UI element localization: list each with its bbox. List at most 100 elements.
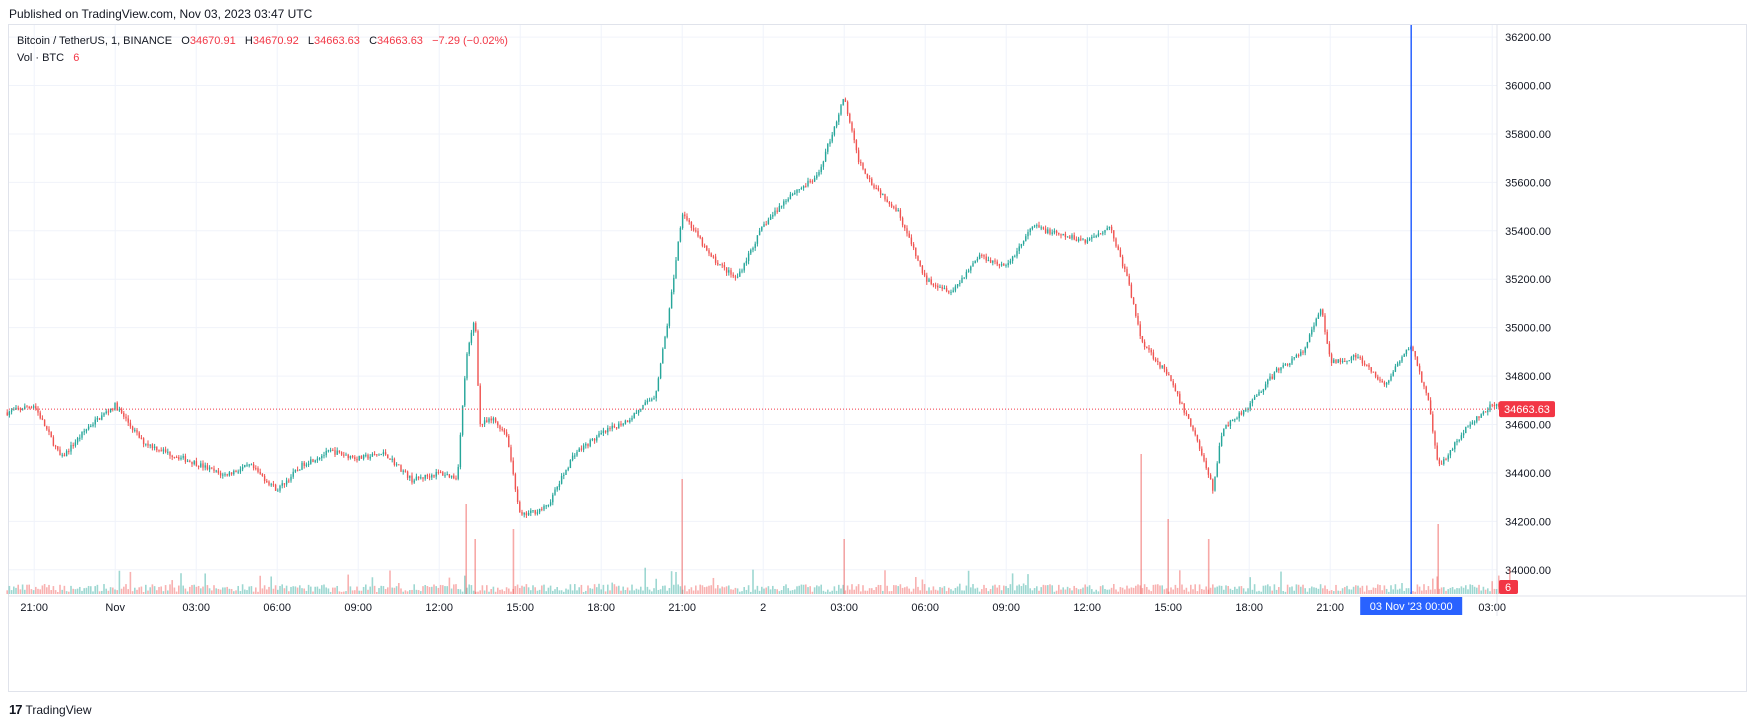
candle-body	[835, 121, 838, 127]
candle-body	[618, 423, 620, 429]
candle-body	[813, 178, 816, 182]
volume-bar	[312, 591, 314, 594]
candle-body	[824, 151, 827, 162]
candle-body	[288, 480, 290, 482]
volume-bar	[818, 586, 820, 594]
candle-body	[1348, 360, 1350, 362]
volume-bar	[653, 588, 655, 594]
candle-body	[890, 204, 893, 207]
candle-body	[1498, 403, 1500, 407]
volume-bar	[1236, 588, 1238, 594]
volume-bar	[899, 584, 902, 594]
volume-bar	[1137, 584, 1139, 594]
candle-body	[930, 279, 932, 284]
volume-label[interactable]: Vol · BTC	[17, 52, 65, 64]
candle-body	[356, 458, 358, 461]
x-tick-label: 09:00	[344, 602, 372, 614]
volume-bar	[1443, 587, 1445, 594]
volume-bar	[138, 587, 140, 594]
candle-body	[714, 256, 717, 263]
candle-body	[1286, 364, 1289, 366]
volume-bar	[807, 587, 809, 594]
volume-bar	[250, 586, 253, 594]
candle-body	[497, 422, 499, 426]
candle-body	[1267, 379, 1269, 385]
volume-bar	[688, 589, 690, 594]
candle-body	[1326, 332, 1328, 344]
candle-body	[241, 467, 244, 470]
volume-bar	[1179, 570, 1181, 594]
candle-body	[303, 462, 305, 466]
volume-bar	[387, 587, 389, 594]
volume-bar	[1183, 589, 1185, 594]
volume-bar	[1042, 584, 1045, 594]
volume-bar	[226, 586, 228, 594]
candle-body	[1350, 357, 1353, 361]
candle-body	[976, 258, 979, 261]
chart-frame[interactable]	[8, 24, 1747, 692]
volume-bar	[52, 586, 55, 594]
candle-body	[39, 412, 41, 419]
candle-body	[402, 470, 404, 472]
volume-bar	[1315, 587, 1317, 594]
volume-bar	[8, 585, 11, 594]
volume-bar	[787, 588, 789, 594]
volume-bar	[664, 585, 666, 594]
candle-body	[934, 285, 937, 287]
volume-bar	[536, 590, 539, 594]
candle-body	[1185, 412, 1188, 415]
candle-body	[395, 464, 398, 466]
candle-body	[1220, 435, 1223, 447]
volume-bar	[241, 584, 244, 594]
volume-bar	[105, 588, 107, 594]
volume-bar	[136, 589, 138, 594]
volume-bar	[186, 591, 189, 594]
candle-body	[167, 451, 169, 453]
candle-body	[637, 410, 640, 413]
volume-bar	[215, 588, 217, 594]
candle-body	[92, 424, 94, 426]
volume-bar	[382, 586, 385, 594]
candle-body	[1273, 372, 1276, 379]
candle-body	[1126, 268, 1128, 277]
tradingview-logo[interactable]: 17 TradingView	[9, 702, 92, 717]
volume-bar	[534, 587, 536, 594]
candle-body	[219, 473, 222, 476]
candle-body	[1086, 239, 1089, 243]
volume-bar	[358, 590, 360, 594]
volume-bar	[1084, 584, 1086, 594]
candle-body	[1014, 256, 1016, 258]
candle-body	[1465, 426, 1467, 434]
candle-body	[1205, 460, 1207, 469]
candle-body	[1260, 391, 1262, 393]
x-tick-label: 03:00	[830, 602, 858, 614]
candle-body	[1146, 347, 1148, 349]
volume-bar	[1064, 589, 1067, 594]
volume-bar	[305, 590, 308, 594]
candle-body	[312, 459, 314, 462]
candle-body	[1487, 410, 1489, 413]
volume-bar	[666, 590, 668, 594]
candle-body	[1225, 425, 1227, 429]
volume-bar	[50, 590, 52, 594]
candle-body	[1427, 392, 1430, 401]
candle-body	[1016, 250, 1018, 257]
candle-body	[1009, 260, 1012, 264]
symbol-label[interactable]: Bitcoin / TetherUS, 1, BINANCE	[17, 35, 173, 47]
candle-body	[1258, 391, 1260, 396]
candle-body	[967, 270, 970, 272]
volume-bar	[604, 591, 607, 594]
volume-bar	[921, 579, 924, 594]
volume-bar	[266, 589, 268, 594]
volume-bar	[325, 587, 327, 594]
x-tick-label: 03:00	[182, 602, 210, 614]
volume-bar	[239, 591, 242, 594]
candle-body	[268, 481, 270, 485]
candle-body	[472, 323, 475, 333]
volume-bar	[1119, 587, 1122, 594]
candle-body	[237, 471, 239, 473]
volume-bar	[252, 591, 255, 594]
candle-body	[87, 426, 90, 430]
candle-body	[413, 480, 415, 483]
